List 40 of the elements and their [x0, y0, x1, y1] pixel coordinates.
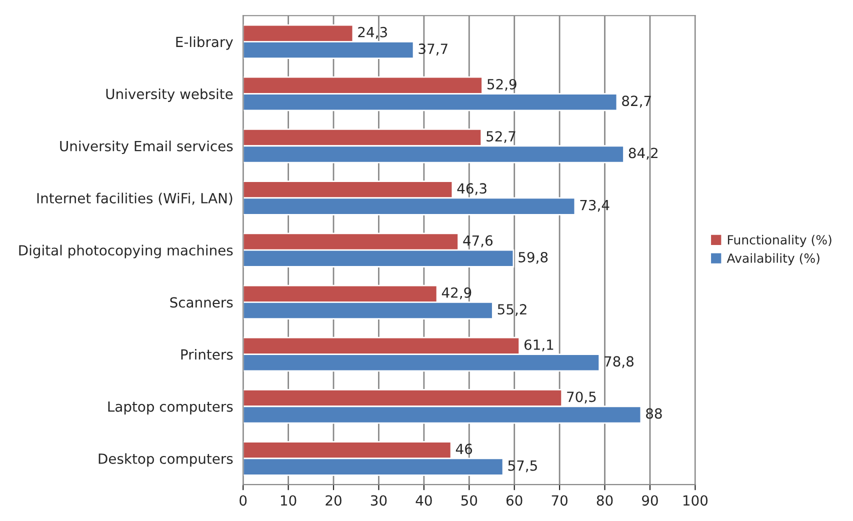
data-label: 55,2 — [498, 304, 526, 316]
x-tick-label: 50 — [461, 495, 478, 506]
y-tick-label: Laptop computers — [108, 402, 233, 415]
y-tick-label: E-library — [176, 36, 233, 50]
x-tick-label: 80 — [596, 495, 613, 506]
x-tick-label: 70 — [552, 495, 568, 506]
data-label: 42,9 — [442, 287, 472, 300]
legend-label: Availability (%) — [726, 253, 820, 266]
data-label: 52,9 — [488, 78, 516, 91]
data-label: 57,5 — [508, 460, 537, 472]
data-label: 84,2 — [628, 148, 658, 160]
y-tick-label: Scanners — [170, 297, 233, 308]
data-label: 37,7 — [418, 44, 448, 56]
x-tick-label: 20 — [326, 495, 342, 506]
data-label: 46 — [456, 444, 472, 454]
data-label: 61,1 — [524, 339, 554, 352]
x-tick-label: 40 — [416, 495, 432, 506]
y-tick-label: University Email services — [60, 140, 233, 154]
data-label: 73,4 — [580, 200, 610, 212]
data-label: 70,5 — [567, 392, 596, 404]
data-label: 78,8 — [604, 356, 634, 368]
data-label: 24,3 — [358, 26, 387, 39]
y-tick-label: Desktop computers — [98, 453, 233, 467]
x-tick-label: 100 — [683, 495, 708, 506]
data-label: 46,3 — [457, 183, 486, 196]
legend-label: Functionality (%) — [728, 234, 832, 247]
x-tick-label: 30 — [370, 495, 387, 506]
data-label: 59,8 — [518, 252, 548, 264]
x-tick-label: 10 — [281, 495, 296, 506]
x-tick-label: 0 — [240, 495, 247, 506]
data-label: 52,7 — [486, 131, 516, 143]
data-label: 82,7 — [622, 96, 651, 108]
y-tick-label: Digital photocopying machines — [19, 244, 233, 258]
data-label: 88 — [646, 408, 662, 419]
x-tick-label: 90 — [642, 495, 658, 506]
data-label: 47,6 — [463, 235, 493, 248]
y-tick-label: University website — [106, 88, 233, 102]
y-tick-label: Internet facilities (WiFi, LAN) — [37, 192, 232, 206]
x-tick-label: 60 — [506, 495, 522, 506]
y-tick-label: Printers — [181, 349, 233, 360]
